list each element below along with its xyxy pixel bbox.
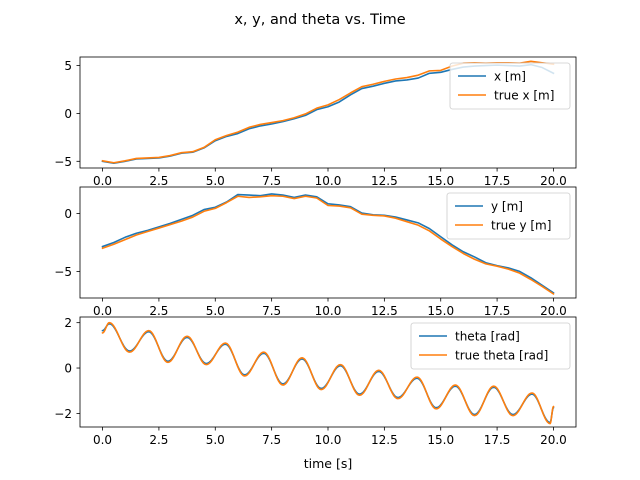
x-tick-label-3-1: 0.0 xyxy=(93,433,112,447)
x-tick-label-2-8: 17.5 xyxy=(484,304,511,318)
legend-3: theta [rad] true theta [rad] xyxy=(410,322,571,370)
x-tick-label-2-5: 10.0 xyxy=(315,304,342,318)
subplot-3: 0.0 2.5 5.0 7.5 10.0 12.5 15.0 17.5 20.0 −2 0 2 thet… xyxy=(54,316,577,447)
legend-2: y [m] true y [m] xyxy=(446,192,571,240)
legend-label-1-1: x [m] xyxy=(494,70,526,84)
x-tick-label-2-7: 15.0 xyxy=(427,304,454,318)
x-tick-label-3-3: 5.0 xyxy=(206,433,225,447)
x-tick-label-2-2: 2.5 xyxy=(149,304,168,318)
y-tick-label-1-3: 5 xyxy=(64,59,72,73)
legend-box-3 xyxy=(410,322,571,370)
x-axis-label: time [s] xyxy=(304,456,352,471)
x-tick-label-2-4: 7.5 xyxy=(262,304,281,318)
x-tick-label-2-3: 5.0 xyxy=(206,304,225,318)
series-line-2-2 xyxy=(101,194,555,296)
subplot-2: 0.0 2.5 5.0 7.5 10.0 12.5 15.0 17.5 20.0 −5 0 y [m]… xyxy=(54,186,577,318)
y-tick-label-3-3: 2 xyxy=(64,316,72,330)
legend-label-3-1: theta [rad] xyxy=(455,330,520,344)
series-line-3-2 xyxy=(101,321,555,425)
legend-label-2-1: y [m] xyxy=(491,200,523,214)
x-tick-label-1-1: 0.0 xyxy=(93,174,112,188)
legend-label-1-2: true x [m] xyxy=(494,89,554,103)
subplot-1: 0.0 2.5 5.0 7.5 10.0 12.5 15.0 17.5 20.0 −5 0 5 x [m… xyxy=(54,56,577,188)
legend-box-1 xyxy=(449,62,571,110)
x-tick-label-3-6: 12.5 xyxy=(371,433,398,447)
x-tick-label-3-7: 15.0 xyxy=(427,433,454,447)
y-tick-label-1-2: 0 xyxy=(64,107,72,121)
x-tick-label-3-5: 10.0 xyxy=(315,433,342,447)
legend-label-2-2: true y [m] xyxy=(491,219,551,233)
x-tick-label-1-4: 7.5 xyxy=(262,174,281,188)
y-tick-label-2-2: 0 xyxy=(64,207,72,221)
x-tick-label-2-1: 0.0 xyxy=(93,304,112,318)
x-tick-label-3-2: 2.5 xyxy=(149,433,168,447)
x-tick-label-1-8: 17.5 xyxy=(484,174,511,188)
x-tick-label-3-4: 7.5 xyxy=(262,433,281,447)
x-tick-label-1-2: 2.5 xyxy=(149,174,168,188)
x-tick-label-3-8: 17.5 xyxy=(484,433,511,447)
x-tick-label-1-6: 12.5 xyxy=(371,174,398,188)
y-tick-label-3-1: −2 xyxy=(54,407,72,421)
legend-label-3-2: true theta [rad] xyxy=(455,349,548,363)
x-tick-label-1-5: 10.0 xyxy=(315,174,342,188)
x-tick-label-1-7: 15.0 xyxy=(427,174,454,188)
legend-1: x [m] true x [m] xyxy=(449,62,571,110)
x-tick-label-3-9: 20.0 xyxy=(540,433,567,447)
x-tick-label-2-9: 20.0 xyxy=(540,304,567,318)
x-tick-label-2-6: 12.5 xyxy=(371,304,398,318)
x-tick-label-1-3: 5.0 xyxy=(206,174,225,188)
legend-box-2 xyxy=(446,192,571,240)
y-tick-label-3-2: 0 xyxy=(64,362,72,376)
figure-title: x, y, and theta vs. Time xyxy=(234,12,405,28)
series-line-2-1 xyxy=(101,193,555,294)
x-tick-label-1-9: 20.0 xyxy=(540,174,567,188)
y-tick-label-1-1: −5 xyxy=(54,155,72,169)
y-tick-label-2-1: −5 xyxy=(54,265,72,279)
